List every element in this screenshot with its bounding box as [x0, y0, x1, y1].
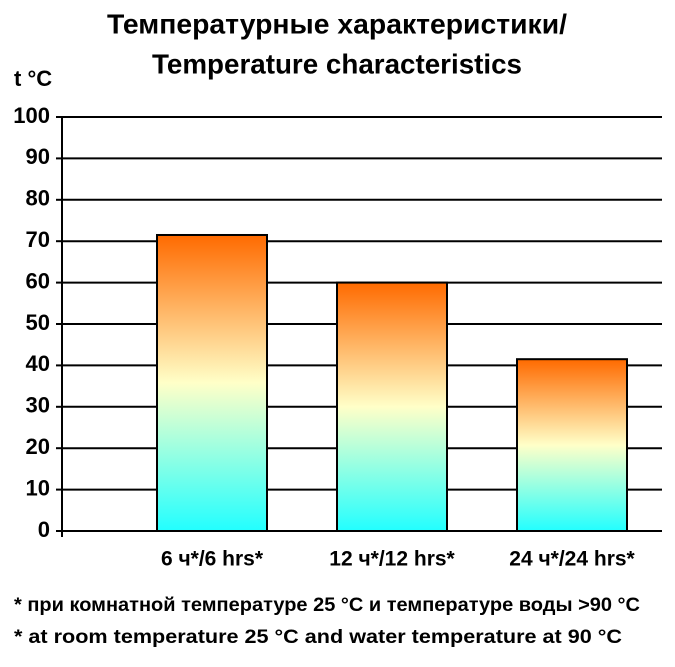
- x-tick-label: 6 ч*/6 hrs*: [161, 548, 264, 571]
- x-tick-label: 24 ч*/24 hrs*: [509, 548, 635, 571]
- y-tick-label: 30: [26, 393, 50, 418]
- y-tick-label: 60: [26, 268, 50, 293]
- chart-title: Температурные характеристики/: [107, 8, 567, 39]
- chart-title: Temperature characteristics: [152, 48, 522, 79]
- y-axis-label: t °C: [14, 66, 52, 91]
- bar: [156, 233, 268, 533]
- footnote: * при комнатной температуре 25 °C и темп…: [14, 595, 640, 616]
- bar: [516, 358, 628, 532]
- y-tick-label: 70: [26, 227, 50, 252]
- y-tick-label: 50: [26, 310, 50, 335]
- x-tick-label: 12 ч*/12 hrs*: [329, 548, 455, 571]
- y-tick-label: 10: [26, 475, 50, 500]
- y-tick-label: 100: [13, 103, 50, 128]
- bar: [336, 281, 448, 532]
- y-tick-label: 20: [26, 434, 50, 459]
- y-tick-label: 90: [26, 144, 50, 169]
- y-tick-label: 80: [26, 186, 50, 211]
- footnote: * at room temperature 25 °C and water te…: [14, 627, 622, 648]
- y-tick-label: 40: [26, 351, 50, 376]
- y-tick-label: 0: [38, 517, 50, 542]
